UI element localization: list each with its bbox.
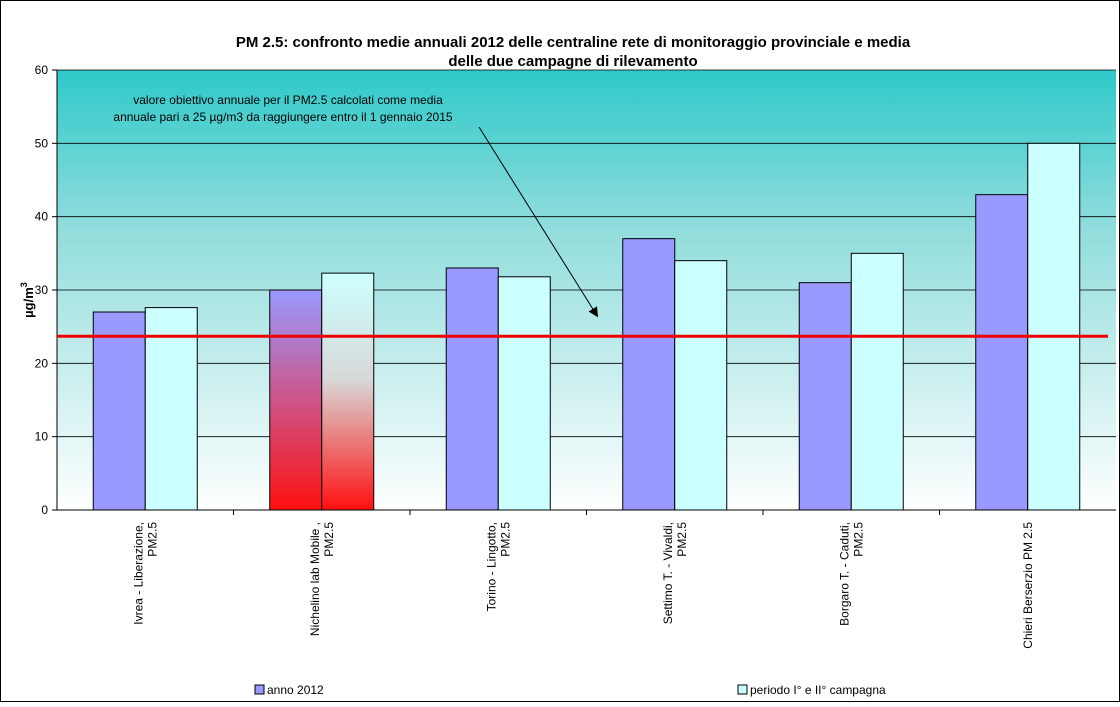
bar-anno-2012-2 bbox=[445, 267, 499, 511]
bar-periodo-campagna-0 bbox=[144, 307, 198, 511]
annotation-line-2: annuale pari a 25 µg/m3 da raggiungere e… bbox=[113, 110, 452, 124]
legend-label-anno-2012: anno 2012 bbox=[267, 683, 324, 697]
bar-anno-2012-4 bbox=[798, 282, 852, 511]
legend-swatch-anno-2012 bbox=[254, 684, 265, 695]
y-tick-label: 60 bbox=[35, 63, 49, 77]
bar-periodo-campagna-1 bbox=[321, 272, 375, 511]
x-category-label: PM2.5 bbox=[851, 522, 865, 557]
y-tick-label: 20 bbox=[35, 356, 49, 370]
bar-periodo-campagna-5 bbox=[1027, 142, 1081, 511]
bar-anno-2012-3 bbox=[622, 238, 676, 511]
y-tick-label: 10 bbox=[35, 430, 49, 444]
legend-swatch-periodo-campagna bbox=[737, 684, 748, 695]
x-category-label: PM2.5 bbox=[675, 522, 689, 557]
x-category-label: PM2.5 bbox=[498, 522, 512, 557]
bar-anno-2012-0 bbox=[92, 311, 146, 511]
y-axis-label-text: µg/m bbox=[21, 287, 36, 318]
y-axis-label: µg/m3 bbox=[19, 282, 36, 318]
x-categories: Ivrea - Liberazione, PM2.5 Nichelino lab M… bbox=[131, 510, 1035, 649]
y-tick-label: 50 bbox=[35, 136, 49, 150]
chart-title-line-2: delle due campagne di rilevamento bbox=[448, 53, 697, 70]
y-tick-label: 30 bbox=[35, 283, 49, 297]
x-category-label: Nichelino lab Mobile , bbox=[308, 522, 322, 636]
y-tick-label: 0 bbox=[41, 503, 48, 517]
bar-periodo-campagna-2 bbox=[497, 276, 551, 511]
chart-title-line-1: PM 2.5: confronto medie annuali 2012 del… bbox=[236, 34, 911, 51]
x-category-label: Ivrea - Liberazione, bbox=[131, 522, 145, 625]
bars bbox=[92, 142, 1081, 511]
x-category-label: PM2.5 bbox=[145, 522, 159, 557]
x-category-label: Settimo T. - Vivaldi, bbox=[661, 522, 675, 624]
x-category-label: PM2.5 bbox=[322, 522, 336, 557]
legend-label-periodo-campagna: periodo I° e II° campagna bbox=[750, 683, 886, 697]
y-axis-label-superscript: 3 bbox=[19, 282, 29, 287]
bar-periodo-campagna-3 bbox=[674, 260, 728, 511]
annotation-arrow bbox=[478, 126, 599, 318]
gridlines bbox=[57, 69, 1116, 438]
x-category-label: Torino - Lingotto, bbox=[484, 522, 498, 611]
annotation-line-1: valore obiettivo annuale per il PM2.5 ca… bbox=[133, 93, 443, 107]
y-ticks: 0 10 20 30 40 50 60 bbox=[35, 63, 57, 517]
bar-periodo-campagna-4 bbox=[850, 252, 904, 511]
x-category-label: Chieri Berserzio PM 2.5 bbox=[1021, 522, 1035, 649]
x-category-label: Borgaro T. - Caduti, bbox=[837, 522, 851, 626]
y-tick-label: 40 bbox=[35, 210, 49, 224]
bar-anno-2012-5 bbox=[975, 194, 1029, 511]
bar-anno-2012-1 bbox=[269, 289, 323, 511]
